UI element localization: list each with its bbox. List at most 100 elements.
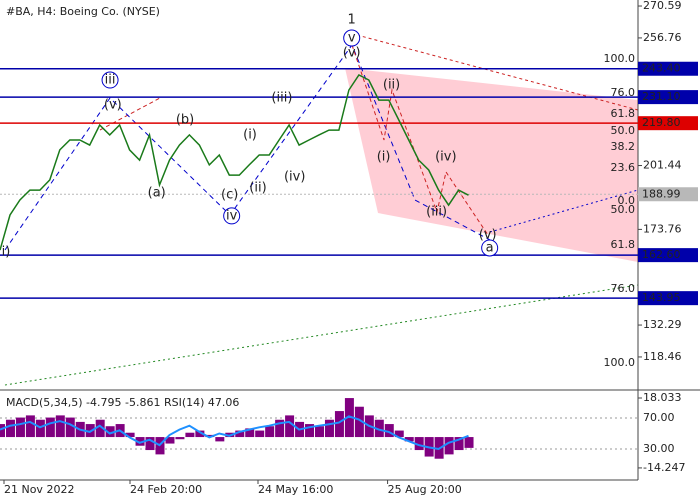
wave-label: (ii) xyxy=(249,181,266,196)
wave-label: (i) xyxy=(243,127,257,142)
price-line xyxy=(0,74,469,251)
x-tick-label: 24 May 16:00 xyxy=(258,483,333,496)
level-box xyxy=(638,291,698,306)
macd-bar xyxy=(215,437,225,442)
fib-label: 76.0 xyxy=(611,86,636,99)
x-tick-label: 24 Feb 20:00 xyxy=(130,483,202,496)
macd-bar xyxy=(454,437,464,451)
macd-bar xyxy=(145,437,155,451)
macd-bar xyxy=(324,419,334,438)
wave-label: (ii) xyxy=(383,78,400,93)
wave-label: (c) xyxy=(221,187,238,202)
macd-bar xyxy=(414,437,424,451)
target-zone xyxy=(345,68,638,262)
level-label: 219.80 xyxy=(642,116,681,129)
macd-bar xyxy=(315,426,324,438)
wave-label: (iii) xyxy=(271,91,292,106)
level-box xyxy=(638,248,698,263)
x-tick-label: 25 Aug 20:00 xyxy=(388,483,462,496)
y-tick-label: 173.76 xyxy=(643,222,682,235)
fib-label: 100.0 xyxy=(604,356,636,369)
macd-bar xyxy=(205,434,215,438)
y-tick-label: 270.59 xyxy=(643,0,682,12)
fib-label: 23.6 xyxy=(611,161,636,174)
fib-label: 61.8 xyxy=(611,238,636,251)
y-tick-label: 18.033 xyxy=(643,391,682,404)
macd-bar xyxy=(95,419,105,438)
macd-bar xyxy=(185,432,195,438)
macd-bar xyxy=(394,430,404,438)
fib-label: 38.2 xyxy=(611,140,636,153)
macd-bar xyxy=(265,426,275,438)
fib-label: 76.0 xyxy=(611,282,636,295)
x-tick-label: 21 Nov 2022 xyxy=(4,483,74,496)
wave-label: (v) xyxy=(479,228,497,243)
macd-bar xyxy=(125,432,135,438)
macd-bar xyxy=(354,406,364,438)
macd-bar xyxy=(55,415,65,438)
wave-label: v xyxy=(348,31,356,46)
wave-label: (iv) xyxy=(435,150,456,165)
trend-line xyxy=(489,189,639,233)
macd-bar xyxy=(35,419,45,438)
wave-label: iii xyxy=(105,73,116,88)
y-tick-label: 132.29 xyxy=(643,318,682,331)
fib-label: 50.0 xyxy=(611,124,636,137)
macd-bar xyxy=(285,415,295,438)
macd-bar xyxy=(45,417,55,438)
macd-bar xyxy=(374,419,384,438)
fib-label: 50.0 xyxy=(611,203,636,216)
macd-bar xyxy=(255,430,265,438)
macd-bar xyxy=(165,437,175,444)
macd-bar xyxy=(0,424,5,438)
wave-label: (a) xyxy=(148,186,166,201)
trend-line xyxy=(99,97,161,131)
level-box xyxy=(638,90,698,105)
trend-line xyxy=(4,284,639,386)
macd-bar xyxy=(105,426,115,438)
y-tick-label: 201.44 xyxy=(643,159,682,172)
wave-label: (i) xyxy=(377,150,391,165)
wave-label: (iv) xyxy=(284,169,305,184)
wave-label: 1 xyxy=(348,13,356,28)
macd-bar xyxy=(25,415,35,438)
level-box xyxy=(638,61,698,76)
wave-circle xyxy=(481,239,499,257)
macd-bar xyxy=(175,437,185,440)
y2-tick-label: 70.00 xyxy=(643,411,675,424)
rsi-line xyxy=(0,415,469,451)
indicator-title: MACD(5,34,5) -4.795 -5.861 RSI(14) 47.06 xyxy=(6,396,239,409)
fib-label: 61.8 xyxy=(611,107,636,120)
macd-bar xyxy=(135,437,145,446)
macd-bar xyxy=(334,411,344,438)
y-tick-label: 256.76 xyxy=(643,31,682,44)
wave-label: (v) xyxy=(343,46,361,61)
level-label: 188.99 xyxy=(642,187,681,200)
level-box xyxy=(638,187,698,202)
wave-label: a xyxy=(486,240,494,255)
wave-circle xyxy=(101,71,119,89)
fib-label: 0.0 xyxy=(618,194,636,207)
macd-bar xyxy=(65,417,75,438)
y2-tick-label: 30.00 xyxy=(643,442,675,455)
level-label: 231.10 xyxy=(642,90,681,103)
wave-label: (iii) xyxy=(426,204,447,219)
wave-circle xyxy=(223,207,241,225)
wave-label: i) xyxy=(2,244,11,259)
macd-bar xyxy=(305,424,315,438)
macd-bar xyxy=(245,428,255,438)
macd-bar xyxy=(384,424,394,438)
macd-bar xyxy=(444,437,454,455)
chart-title: #BA, H4: Boeing Co. (NYSE) xyxy=(6,5,160,18)
y-tick-label: 118.46 xyxy=(643,350,682,363)
wave-label: (b) xyxy=(176,112,194,127)
wave-label: (v) xyxy=(104,97,122,112)
macd-bar xyxy=(15,417,25,438)
level-label: 243.40 xyxy=(642,62,681,75)
macd-bar xyxy=(464,437,474,448)
level-box xyxy=(638,116,698,131)
macd-bar xyxy=(195,430,205,438)
fib-label: 100.0 xyxy=(604,52,636,65)
y-tick-label: -14.247 xyxy=(643,461,685,474)
